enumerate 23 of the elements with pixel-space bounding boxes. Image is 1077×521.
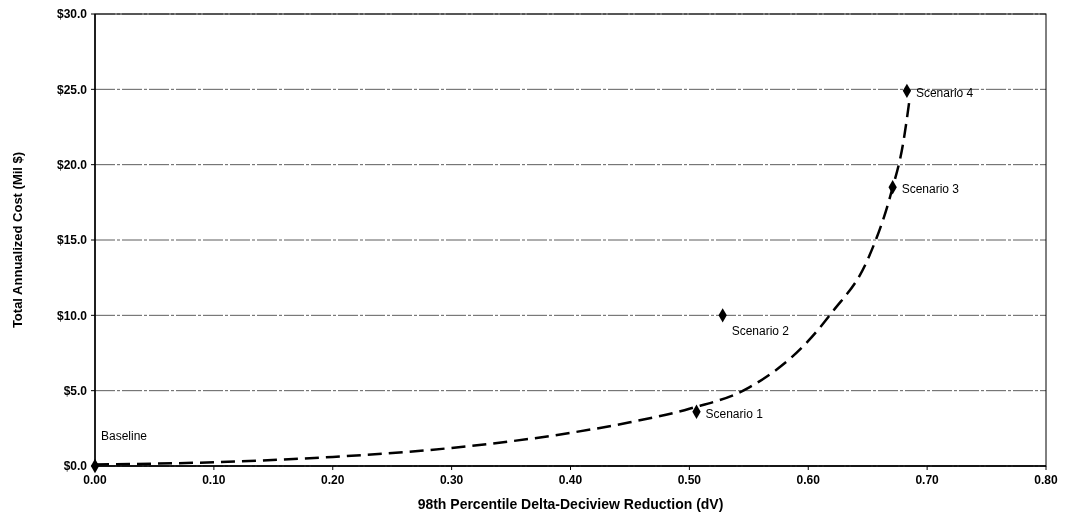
x-axis-title: 98th Percentile Delta-Deciview Reduction (dV) xyxy=(417,496,724,512)
y-tick-label: $20.0 xyxy=(56,157,88,172)
y-tick-label: $5.0 xyxy=(63,383,88,398)
annotation: Scenario 1 xyxy=(705,406,764,421)
y-tick-label: $25.0 xyxy=(56,82,88,97)
y-tick-label: $15.0 xyxy=(56,233,88,248)
x-tick-label: 0.70 xyxy=(915,473,940,487)
annotation: Baseline xyxy=(101,429,148,443)
y-tick-label: $0.0 xyxy=(63,459,88,474)
x-tick-label: 0.20 xyxy=(321,473,345,487)
annotation: Scenario 4 xyxy=(915,85,974,100)
x-tick-label: 0.40 xyxy=(558,473,583,487)
y-tick-label: $30.0 xyxy=(56,7,88,22)
annotation: Scenario 3 xyxy=(901,182,960,197)
x-tick-label: 0.60 xyxy=(796,473,821,487)
x-tick-label: 0.30 xyxy=(439,473,464,487)
x-tick-label: 0.00 xyxy=(83,473,107,487)
x-tick-label: 0.50 xyxy=(677,473,702,487)
annotation: Scenario 2 xyxy=(731,324,790,339)
x-tick-label: 0.80 xyxy=(1034,473,1058,487)
x-tick-label: 0.10 xyxy=(202,473,226,487)
y-tick-label: $10.0 xyxy=(56,308,88,323)
y-axis-title: Total Annualized Cost (Mil $) xyxy=(10,151,25,329)
